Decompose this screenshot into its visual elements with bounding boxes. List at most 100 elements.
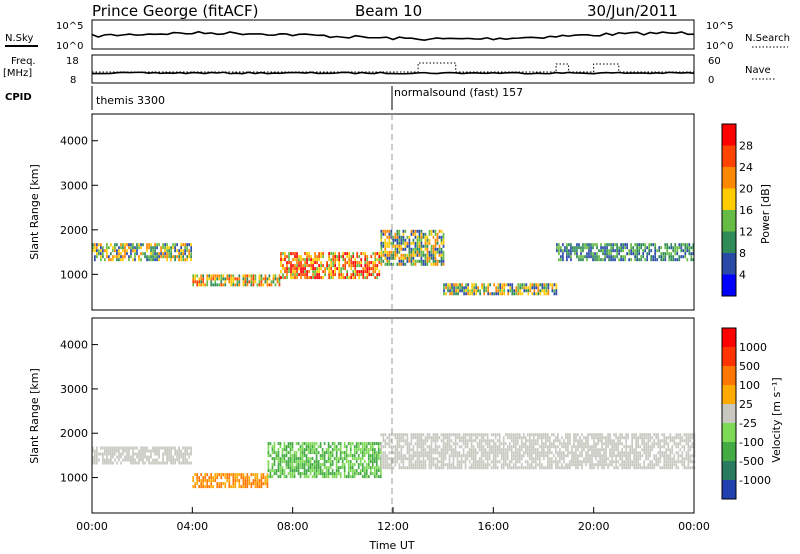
data-cell <box>216 485 219 489</box>
data-cell <box>329 472 332 476</box>
data-cell <box>226 274 229 278</box>
data-cell <box>254 473 257 477</box>
data-cell <box>293 475 296 479</box>
data-cell <box>164 461 166 465</box>
data-cell <box>380 256 383 260</box>
colorbar-tick-3: 25 <box>739 398 753 411</box>
data-cell <box>547 463 549 467</box>
data-cell <box>444 463 447 467</box>
data-cell <box>305 454 308 458</box>
data-cell <box>358 273 361 277</box>
data-cell <box>162 455 164 459</box>
data-cell <box>436 262 439 266</box>
data-cell <box>524 442 527 446</box>
data-cell <box>526 451 529 455</box>
data-cell <box>582 246 584 250</box>
data-cell <box>528 454 531 458</box>
data-cell <box>130 446 132 450</box>
data-cell <box>586 243 588 247</box>
data-cell <box>492 454 495 458</box>
data-cell <box>166 449 168 453</box>
data-cell <box>132 449 134 453</box>
data-cell <box>210 283 213 287</box>
data-cell <box>218 274 221 278</box>
data-cell <box>349 451 352 455</box>
data-cell <box>190 446 193 450</box>
data-cell <box>293 457 296 461</box>
data-cell <box>617 448 619 452</box>
data-cell <box>616 246 618 250</box>
data-cell <box>654 243 657 247</box>
data-cell <box>182 458 184 462</box>
data-cell <box>689 454 692 458</box>
data-cell <box>272 280 275 284</box>
data-cell <box>342 276 345 280</box>
data-cell <box>359 460 362 464</box>
data-cell <box>585 460 587 464</box>
data-cell <box>635 460 638 464</box>
data-cell <box>400 460 403 464</box>
data-cell <box>645 433 648 437</box>
data-cell <box>281 457 284 461</box>
data-cell <box>300 276 302 280</box>
data-cell <box>290 276 292 280</box>
data-cell <box>374 267 377 271</box>
data-cell <box>324 273 326 277</box>
data-cell <box>300 264 302 268</box>
data-cell <box>540 439 543 443</box>
data-cell <box>306 261 308 265</box>
data-cell <box>470 466 473 470</box>
data-cell <box>657 463 660 467</box>
data-cell <box>473 289 475 293</box>
data-cell <box>649 466 652 470</box>
data-cell <box>496 460 499 464</box>
data-cell <box>262 476 265 480</box>
data-cell <box>291 448 294 452</box>
data-cell <box>671 436 674 440</box>
data-cell <box>549 439 551 443</box>
data-cell <box>668 252 671 256</box>
data-cell <box>206 283 209 287</box>
data-cell <box>128 258 130 262</box>
data-cell <box>271 475 274 479</box>
data-cell <box>351 442 354 446</box>
data-cell <box>340 276 343 280</box>
data-cell <box>420 244 423 248</box>
data-cell <box>470 442 473 446</box>
data-cell <box>162 246 164 250</box>
data-cell <box>304 252 306 256</box>
data-cell <box>333 475 336 479</box>
data-cell <box>150 255 152 259</box>
data-cell <box>528 457 531 461</box>
data-cell <box>356 273 359 277</box>
data-cell <box>106 255 108 259</box>
data-cell <box>268 274 271 278</box>
data-cell <box>428 448 431 452</box>
data-cell <box>367 475 370 479</box>
data-cell <box>616 252 618 256</box>
data-cell <box>488 448 491 452</box>
data-cell <box>340 255 343 259</box>
data-cell <box>597 448 599 452</box>
data-cell <box>418 259 421 263</box>
data-cell <box>162 255 164 259</box>
data-cell <box>270 280 273 284</box>
data-cell <box>422 253 425 257</box>
data-cell <box>136 249 138 253</box>
data-cell <box>611 463 613 467</box>
data-cell <box>178 446 180 450</box>
data-cell <box>504 457 507 461</box>
data-cell <box>301 463 304 467</box>
data-cell <box>162 461 164 465</box>
data-cell <box>158 452 160 456</box>
data-cell <box>420 262 423 266</box>
data-cell <box>384 241 387 245</box>
data-cell <box>575 451 577 455</box>
data-cell <box>256 482 259 486</box>
data-cell <box>384 466 387 470</box>
data-cell <box>517 283 520 287</box>
data-cell <box>434 457 437 461</box>
data-cell <box>318 264 320 268</box>
data-cell <box>579 454 581 458</box>
data-cell <box>240 473 243 477</box>
